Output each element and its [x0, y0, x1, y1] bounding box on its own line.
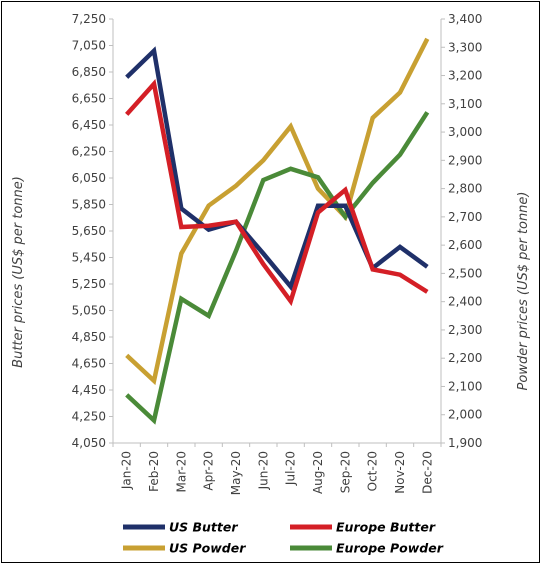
- right-tick-label: 2,700: [448, 210, 482, 224]
- right-axis-title: Powder prices (US$ per tonne): [516, 192, 531, 391]
- legend-label-us-powder: US Powder: [169, 541, 246, 556]
- x-tick-label: Nov-20: [393, 451, 407, 494]
- right-tick-label: 2,800: [448, 182, 482, 196]
- x-tick-label: Jun-20: [256, 451, 270, 490]
- left-tick-label: 5,450: [72, 251, 106, 265]
- left-tick-label: 6,450: [72, 118, 106, 132]
- plot-area: 4,050 4,250 4,450 4,650 4,850 5,050 5,250 5,450…: [72, 12, 483, 495]
- right-tick-label: 1,900: [448, 436, 482, 450]
- right-tick-label: 3,400: [448, 12, 482, 26]
- series-line-us-powder: [125, 37, 430, 386]
- x-tick-label: Apr-20: [202, 451, 216, 491]
- x-tick-label: Feb-20: [147, 451, 161, 492]
- right-tick-label: 3,000: [448, 125, 482, 139]
- legend-label-europe-butter: Europe Butter: [336, 520, 436, 535]
- left-tick-label: 4,450: [72, 383, 106, 397]
- x-tick-label: Mar-20: [174, 451, 188, 492]
- left-tick-label: 4,250: [72, 410, 106, 424]
- left-tick-label: 4,650: [72, 357, 106, 371]
- left-tick-label: 6,650: [72, 92, 106, 106]
- right-tick-label: 2,600: [448, 238, 482, 252]
- legend: US Butter Europe Butter US Powder Europe Po…: [123, 520, 444, 556]
- left-tick-label: 6,050: [72, 171, 106, 185]
- right-tick-label: 3,100: [448, 97, 482, 111]
- left-tick-label: 6,850: [72, 65, 106, 79]
- right-tick-label: 2,000: [448, 408, 482, 422]
- series-line-europe-powder: [125, 111, 430, 425]
- left-tick-label: 5,250: [72, 277, 106, 291]
- right-tick-label: 2,100: [448, 379, 482, 393]
- left-tick-label: 6,250: [72, 145, 106, 159]
- right-tick-label: 2,900: [448, 153, 482, 167]
- right-tick-label: 2,200: [448, 351, 482, 365]
- x-tick-label: Dec-20: [420, 451, 434, 494]
- left-tick-label: 5,850: [72, 198, 106, 212]
- right-tick-label: 2,500: [448, 266, 482, 280]
- right-tick-label: 2,400: [448, 295, 482, 309]
- right-tick-label: 3,200: [448, 69, 482, 83]
- right-tick-label: 2,300: [448, 323, 482, 337]
- left-axis-title: Butter prices (US$ per tonne): [11, 176, 26, 368]
- x-tick-label: Jul-20: [284, 451, 298, 486]
- left-tick-label: 4,050: [72, 436, 106, 450]
- x-tick-label: Oct-20: [366, 451, 380, 491]
- x-tick-label: Jan-20: [120, 451, 134, 490]
- legend-label-europe-powder: Europe Powder: [336, 541, 444, 556]
- x-tick-label: Sep-20: [338, 451, 352, 493]
- legend-label-us-butter: US Butter: [169, 520, 238, 535]
- series-line-europe-butter: [125, 79, 429, 307]
- left-tick-label: 7,050: [72, 39, 106, 53]
- x-tick-label: Aug-20: [311, 451, 325, 494]
- right-tick-label: 3,300: [448, 40, 482, 54]
- left-tick-label: 4,850: [72, 330, 106, 344]
- series-line-us-butter: [125, 46, 429, 292]
- left-tick-label: 5,050: [72, 304, 106, 318]
- left-tick-label: 7,250: [72, 12, 106, 26]
- left-tick-label: 5,650: [72, 224, 106, 238]
- x-tick-label: May-20: [229, 451, 243, 495]
